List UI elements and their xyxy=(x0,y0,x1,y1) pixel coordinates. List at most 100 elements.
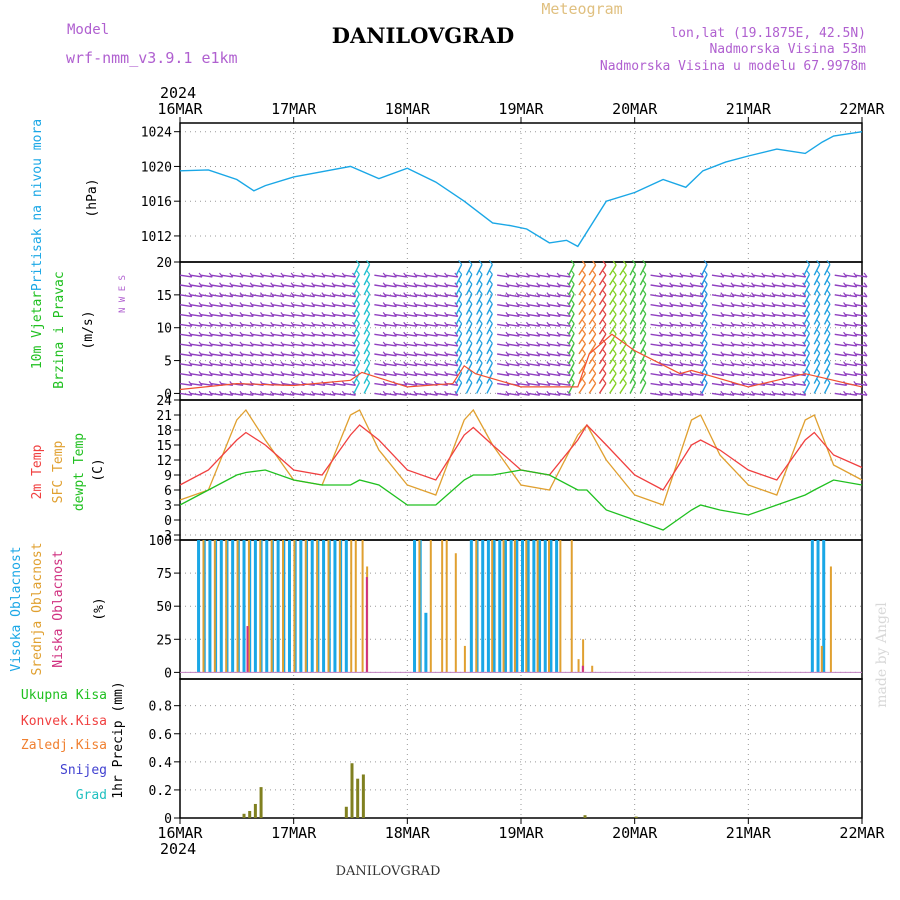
wind-barb xyxy=(823,333,831,345)
wind-barb xyxy=(752,343,765,347)
wind-barb xyxy=(261,373,274,377)
wind-barb-flag xyxy=(703,279,708,285)
wind-barb xyxy=(588,264,597,276)
wind-barb xyxy=(578,353,587,365)
wind-barb xyxy=(425,284,438,288)
wind-barb-flag xyxy=(826,358,831,364)
y-tick-label: 18 xyxy=(156,424,172,439)
wind-barb xyxy=(220,333,233,337)
wind-barb xyxy=(220,313,233,318)
wind-axis-title-1: 10m Vjetar xyxy=(30,291,45,369)
cloud-bar xyxy=(424,612,428,673)
wind-barb xyxy=(681,382,694,387)
wind-barb-flag xyxy=(458,338,463,344)
wind-barb xyxy=(834,313,847,318)
y-tick-label: 0 xyxy=(164,666,172,681)
cloud-bar xyxy=(502,540,505,673)
wind-barb xyxy=(527,294,540,298)
wind-barb xyxy=(578,363,587,375)
wind-barb xyxy=(261,294,274,298)
wind-barb xyxy=(251,392,264,396)
wind-barb xyxy=(455,293,463,306)
wind-barb xyxy=(271,294,285,298)
wind-barb xyxy=(670,333,684,337)
wind-barb xyxy=(241,363,254,367)
wind-barb xyxy=(813,264,821,276)
wind-barb xyxy=(210,274,223,278)
wind-barb xyxy=(548,343,561,347)
wind-barb xyxy=(465,342,473,355)
wind-barb xyxy=(823,352,831,365)
wind-barb xyxy=(558,304,571,308)
wind-barb xyxy=(220,284,233,288)
wind-barb xyxy=(292,313,305,318)
wind-barb xyxy=(793,363,806,367)
wind-barb xyxy=(691,353,704,357)
wind-barb-flag xyxy=(703,319,708,324)
wind-barb xyxy=(404,323,418,327)
wind-barb xyxy=(282,353,295,357)
wind-barb-flag xyxy=(816,338,821,344)
wind-barb xyxy=(517,392,530,396)
wind-barb xyxy=(343,313,356,318)
wind-barb xyxy=(619,323,627,335)
wind-barb xyxy=(486,323,493,335)
wind-barb xyxy=(568,323,575,335)
wind-barb xyxy=(312,333,325,337)
wind-barb-flag xyxy=(805,319,810,324)
wind-barb xyxy=(363,273,371,286)
wind-barb xyxy=(803,273,811,286)
wind-barb xyxy=(323,363,336,367)
wind-barb xyxy=(578,284,587,296)
wind-barb xyxy=(271,363,285,367)
wind-barb xyxy=(855,313,868,318)
wind-barb-flag xyxy=(602,300,607,305)
wind-barb-flag xyxy=(612,378,617,384)
wind-barb xyxy=(813,333,821,345)
cloud-bar xyxy=(521,540,524,673)
wind-barb-flag xyxy=(863,351,868,357)
wind-barb xyxy=(803,293,811,306)
wind-barb xyxy=(527,304,540,308)
wind-barb-flag xyxy=(816,378,821,384)
wind-barb-flag xyxy=(826,279,831,285)
wind-barb xyxy=(323,274,336,278)
wind-barb-flag xyxy=(592,359,597,364)
precip-bar xyxy=(583,815,587,818)
wind-barb xyxy=(813,293,821,306)
wind-barb-flag xyxy=(366,299,371,305)
wind-barb xyxy=(394,284,407,288)
wind-barb-flag xyxy=(602,359,607,364)
wind-barb xyxy=(384,382,397,387)
wind-barb xyxy=(742,343,755,347)
wind-barb xyxy=(231,343,244,347)
wind-barb xyxy=(598,313,607,325)
wind-barb-flag xyxy=(458,299,463,305)
wind-barb xyxy=(681,333,694,337)
y-tick-label: 0.8 xyxy=(149,700,172,715)
wind-barb xyxy=(200,382,213,387)
wind-barb xyxy=(435,343,448,347)
wind-barb xyxy=(271,304,285,308)
wind-barb xyxy=(231,323,244,327)
wind-barb xyxy=(210,304,223,308)
wind-barb xyxy=(363,323,371,335)
wind-barb xyxy=(711,392,724,396)
wind-barb xyxy=(701,293,708,306)
wind-barb xyxy=(486,342,493,355)
cloud-bar xyxy=(463,645,466,673)
wind-barb-flag xyxy=(863,361,868,367)
wind-barb xyxy=(639,313,647,325)
wind-barb xyxy=(190,373,203,377)
wind-barb xyxy=(558,343,571,347)
wind-barb-flag xyxy=(592,378,597,384)
wind-barb xyxy=(435,313,448,318)
chart-subtitle: Meteogram xyxy=(541,0,622,18)
wind-barb xyxy=(722,343,735,347)
wind-barb xyxy=(465,293,473,306)
wind-barb xyxy=(271,274,285,278)
wind-barb xyxy=(374,353,387,357)
watermark: made by Angel xyxy=(874,602,890,708)
wind-barb-flag xyxy=(592,339,597,345)
wind-barb xyxy=(425,392,438,396)
